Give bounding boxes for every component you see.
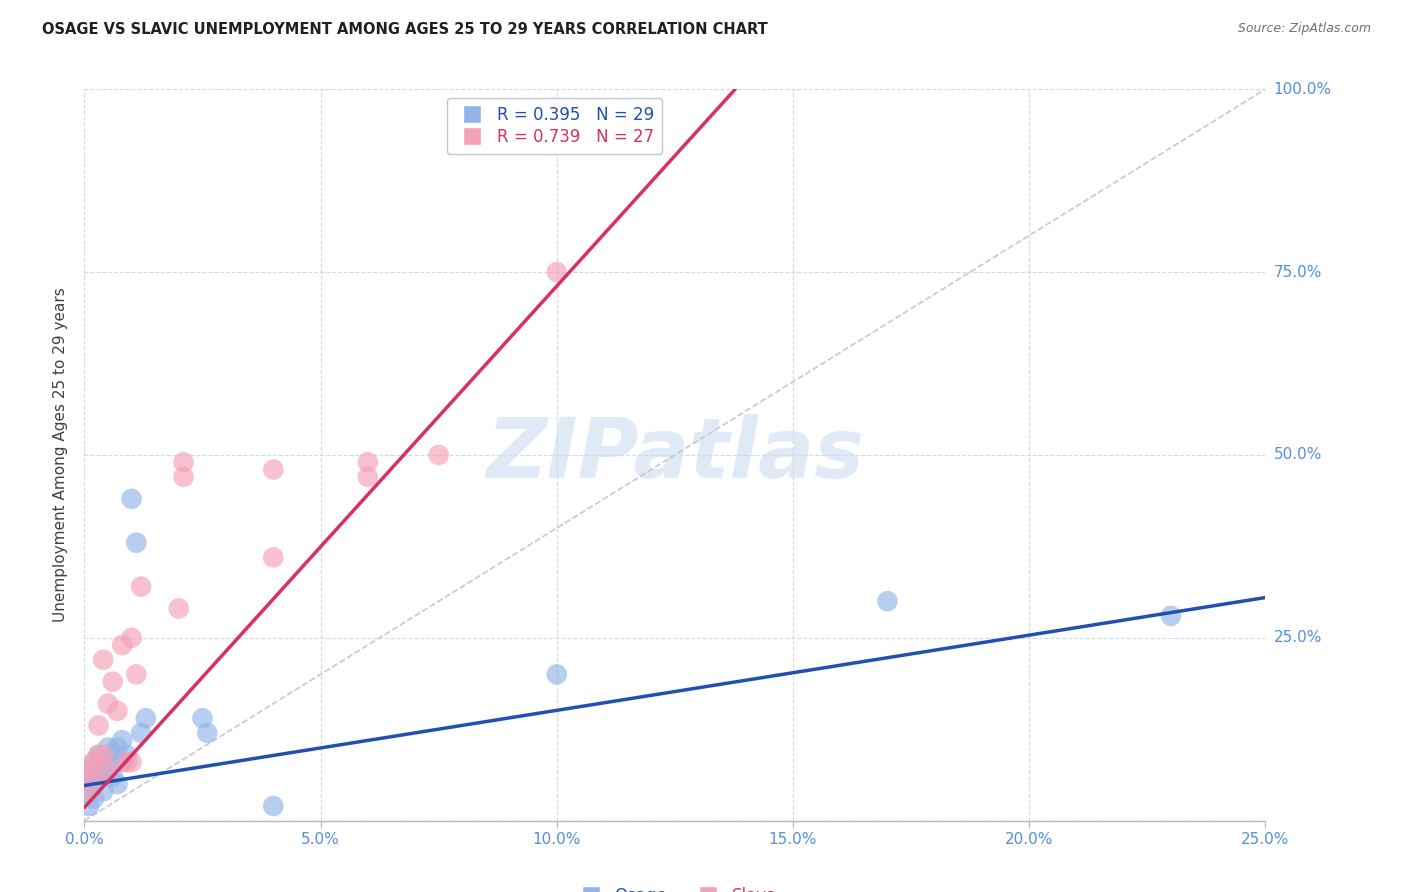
Text: ZIPatlas: ZIPatlas (486, 415, 863, 495)
Point (77, 770, 100, 784)
Point (546, 265, 568, 279)
Text: 25.0%: 25.0% (1274, 631, 1322, 645)
Point (101, 770, 124, 784)
Point (77, 784, 100, 798)
Point (111, 733, 134, 747)
Point (83, 777, 105, 791)
Point (262, 462, 284, 476)
Text: 50.0%: 50.0% (1274, 448, 1322, 462)
Legend: Osage, Slavs: Osage, Slavs (568, 880, 782, 892)
Point (83, 755, 105, 769)
Y-axis label: Unemployment Among Ages 25 to 29 years: Unemployment Among Ages 25 to 29 years (53, 287, 69, 623)
Point (121, 631, 143, 645)
Point (876, 594, 898, 608)
Point (87, 718, 110, 732)
Point (129, 726, 152, 740)
Point (111, 638, 134, 652)
Point (101, 747, 124, 762)
Point (121, 491, 143, 506)
Point (87, 747, 110, 762)
Point (262, 799, 284, 814)
Point (107, 777, 129, 791)
Text: 100.0%: 100.0% (1274, 82, 1331, 96)
Point (87, 747, 110, 762)
Point (427, 448, 450, 462)
Point (129, 580, 152, 594)
Point (91, 763, 114, 777)
Point (125, 535, 148, 549)
Point (101, 674, 124, 689)
Point (97, 697, 120, 711)
Point (262, 550, 284, 565)
Point (87, 770, 110, 784)
Point (83, 755, 105, 769)
Point (91, 747, 114, 762)
Point (195, 726, 218, 740)
Point (173, 470, 195, 484)
Text: 75.0%: 75.0% (1274, 265, 1322, 279)
Point (107, 740, 129, 755)
Point (77, 799, 100, 814)
Point (173, 455, 195, 469)
Point (97, 755, 120, 769)
Point (135, 711, 157, 725)
Point (107, 704, 129, 718)
Point (97, 763, 120, 777)
Point (191, 711, 214, 725)
Point (83, 770, 105, 784)
Point (97, 740, 120, 755)
Text: Source: ZipAtlas.com: Source: ZipAtlas.com (1237, 22, 1371, 36)
Text: OSAGE VS SLAVIC UNEMPLOYMENT AMONG AGES 25 TO 29 YEARS CORRELATION CHART: OSAGE VS SLAVIC UNEMPLOYMENT AMONG AGES … (42, 22, 768, 37)
Point (91, 784, 114, 798)
Point (91, 653, 114, 667)
Point (357, 455, 380, 469)
Point (121, 755, 143, 769)
Point (546, 667, 568, 681)
Point (167, 601, 190, 615)
Point (83, 791, 105, 805)
Point (115, 755, 138, 769)
Point (111, 755, 134, 769)
Point (125, 667, 148, 681)
Point (77, 784, 100, 798)
Point (115, 747, 138, 762)
Point (77, 763, 100, 777)
Point (1160, 608, 1182, 623)
Point (357, 470, 380, 484)
